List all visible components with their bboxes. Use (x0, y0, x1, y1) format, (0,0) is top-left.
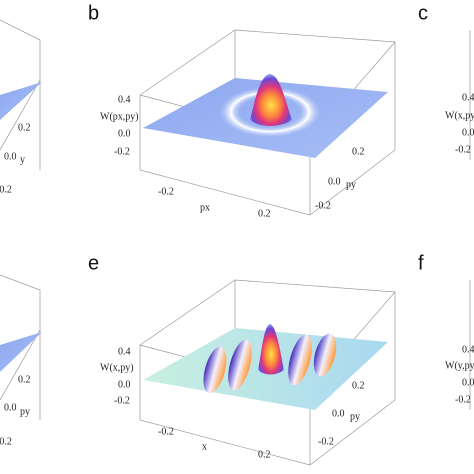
tick-label: 0.0 (332, 408, 345, 419)
panel-label: c (418, 2, 428, 24)
tick-label: 0.0 (4, 402, 17, 413)
panel-b: b 0.4 W(px,py) 0.0 -0.2 -0.2 px 0.2 0.2 … (88, 2, 396, 219)
box (0, 19, 41, 170)
tick-label: 0.2 (258, 449, 271, 460)
surface (0, 82, 42, 120)
tick-label: 0.0 (462, 127, 474, 138)
axis-label: py (350, 411, 360, 422)
axis-label: px (200, 202, 210, 213)
axis-label: y (20, 154, 25, 165)
tick-label: 0.2 (18, 374, 31, 385)
tick-label: -0.2 (114, 146, 130, 157)
box (0, 274, 41, 420)
tick-label: -0.2 (455, 394, 471, 405)
panel-a: 0.2 0.0 y -0.2 (0, 19, 42, 195)
axis-label: W(x,py) (100, 362, 134, 373)
panel-e: e 0.4 W(x,py) 0.0 -0.2 -0.2 x 0.2 0.2 0.… (88, 252, 396, 466)
tick-label: 0.4 (118, 94, 131, 105)
tick-label: 0.0 (118, 128, 131, 139)
axis-label: py (20, 406, 30, 417)
axis-label: W(x,py) (445, 110, 474, 121)
tick-label: 0.0 (118, 379, 131, 390)
peak (250, 74, 292, 126)
tick-label: -0.2 (315, 200, 331, 211)
tick-label: 0.2 (18, 122, 31, 133)
panel-f: f 0.4 W(y,py) 0.0 -0.2 (418, 252, 474, 410)
tick-label: 0.2 (258, 208, 271, 219)
panel-c: c 0.4 W(x,py) 0.0 -0.2 (418, 2, 474, 160)
box (139, 29, 396, 216)
tick-label: 0.2 (352, 146, 365, 157)
tick-label: 0.4 (462, 344, 474, 355)
tick-label: -0.2 (158, 186, 174, 197)
panel-label: b (88, 2, 99, 24)
panel-d: 0.2 0.0 py -0.2 (0, 274, 42, 447)
tick-label: -0.2 (455, 144, 471, 155)
axis-label: W(px,py) (100, 111, 139, 122)
tick-label: -0.2 (0, 436, 12, 447)
box (139, 279, 396, 466)
tick-label: -0.2 (158, 426, 174, 437)
panel-label: e (88, 252, 99, 274)
axis-label: x (202, 441, 207, 452)
fringes (203, 324, 337, 394)
surface (0, 332, 42, 372)
tick-label: 0.2 (352, 380, 365, 391)
tick-label: 0.4 (118, 346, 131, 357)
panel-label: f (418, 252, 424, 274)
tick-label: 0.0 (462, 377, 474, 388)
tick-label: 0.4 (462, 92, 474, 103)
axis-label: py (346, 179, 356, 190)
axis-label: W(y,py) (445, 360, 474, 371)
tick-label: -0.2 (114, 395, 130, 406)
tick-label: -0.2 (0, 184, 12, 195)
tick-label: 0.0 (4, 151, 17, 162)
tick-label: -0.2 (318, 436, 334, 447)
tick-label: 0.0 (328, 176, 341, 187)
